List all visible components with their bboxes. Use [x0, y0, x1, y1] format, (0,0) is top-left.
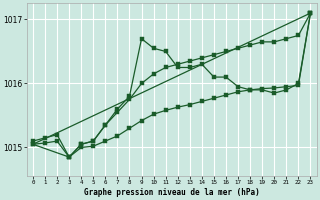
X-axis label: Graphe pression niveau de la mer (hPa): Graphe pression niveau de la mer (hPa) — [84, 188, 260, 197]
